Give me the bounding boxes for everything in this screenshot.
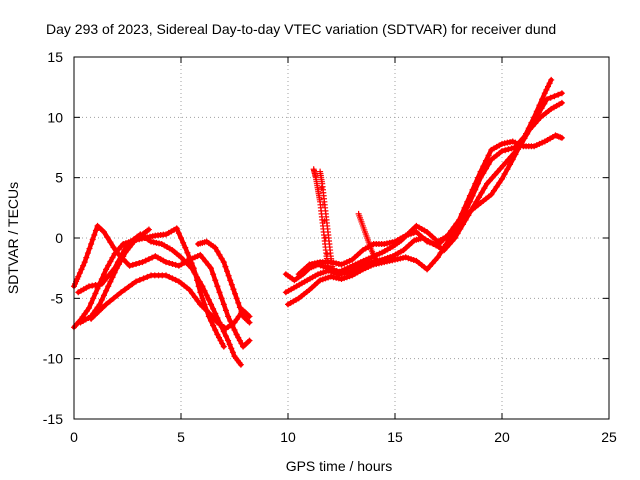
- x-tick-label: 5: [177, 429, 185, 445]
- y-tick-label: -5: [51, 290, 64, 306]
- x-tick-label: 20: [494, 429, 510, 445]
- series-markers: [195, 238, 253, 326]
- series-markers: [285, 76, 555, 308]
- y-tick-label: 0: [55, 230, 63, 246]
- series-line: [296, 133, 565, 277]
- x-tick-label: 25: [601, 429, 617, 445]
- series-markers: [295, 132, 565, 278]
- x-axis-label: GPS time / hours: [286, 458, 393, 474]
- series-spike-11h: [310, 166, 336, 275]
- y-tick-label: 15: [47, 49, 63, 65]
- x-tick-label: 15: [387, 429, 403, 445]
- y-tick-label: 5: [55, 170, 63, 186]
- series-line: [88, 273, 252, 331]
- series-markers: [88, 272, 253, 332]
- series-markers: [310, 166, 336, 275]
- series-track-f: [195, 238, 253, 326]
- axis-ticks: [73, 56, 610, 420]
- data-series: [71, 76, 565, 368]
- y-axis-label: SDTVAR / TECUs: [5, 182, 21, 294]
- y-tick-label: -15: [43, 411, 63, 427]
- axis-tick-labels: 0 5 10 15 20 25 -15 -10 -5 0 5 10 15: [43, 49, 617, 445]
- series-markers: [75, 231, 244, 368]
- series-track-a: [71, 222, 253, 350]
- series-track-e: [88, 272, 253, 332]
- series-markers: [355, 210, 379, 263]
- x-tick-label: 0: [70, 429, 78, 445]
- chart-title: Day 293 of 2023, Sidereal Day-to-day VTE…: [46, 21, 556, 37]
- series-track-j: [295, 132, 565, 278]
- y-tick-label: 10: [47, 109, 63, 125]
- series-spike-13h: [355, 210, 379, 263]
- y-tick-label: -10: [43, 351, 63, 367]
- x-tick-label: 10: [280, 429, 296, 445]
- series-track-i: [285, 76, 555, 308]
